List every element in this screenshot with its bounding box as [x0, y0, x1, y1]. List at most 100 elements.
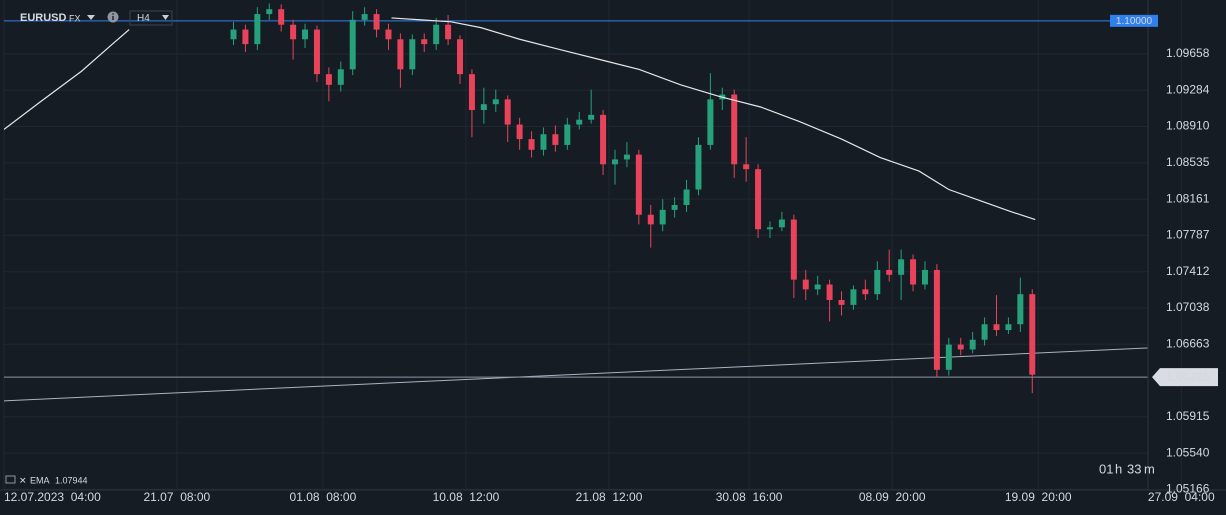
timeframe: H4 [137, 13, 150, 24]
y-tick-label: 1.08910 [1166, 119, 1210, 133]
candle-body [468, 74, 475, 111]
candle-body [457, 39, 464, 75]
candle-body [564, 124, 571, 145]
candle-body [612, 159, 618, 165]
candle-body [743, 164, 750, 170]
countdown-h: h [1115, 461, 1122, 476]
trendline [4, 347, 1148, 402]
y-tick-label: 1.08535 [1166, 155, 1210, 169]
x-tick-label: 08.09 20:00 [859, 490, 926, 504]
candle-body [492, 99, 499, 105]
dropdown-arrow[interactable] [87, 15, 95, 20]
x-tick-label: 01.08 08:00 [290, 490, 357, 504]
candle-body [504, 99, 511, 125]
candle-body [910, 259, 917, 285]
candle-body [993, 324, 1000, 331]
candle-body [266, 9, 273, 15]
candle-body [981, 324, 988, 340]
candle-body [850, 289, 857, 305]
candle-body [349, 19, 356, 70]
candle-body [313, 29, 320, 75]
candle-body [838, 300, 845, 305]
countdown-hours: 01 [1099, 461, 1113, 476]
candle-body [826, 284, 833, 301]
legend-value: 1.07944 [55, 475, 88, 485]
candle-body [886, 269, 893, 275]
timeframe-box[interactable] [129, 10, 173, 26]
y-tick-label: 1.05540 [1166, 445, 1210, 459]
candle-body [1017, 294, 1024, 325]
y-tick-label: 1.09658 [1166, 46, 1210, 60]
market: FX [69, 13, 81, 23]
candle-body [683, 189, 690, 206]
candle-body [969, 339, 976, 350]
candle-body [957, 344, 964, 350]
candle-body [623, 154, 630, 160]
candle-body [540, 134, 547, 150]
candle-body [421, 39, 428, 45]
ema-line [4, 17, 1036, 221]
axes: 1.09658 1.09284 1.08910 1.08535 1.08161 1.077… [4, 14, 1218, 504]
candle-body [588, 114, 595, 120]
x-tick-label: 27.09 04:00 [1148, 490, 1215, 504]
candle-body [874, 269, 881, 295]
candle-body [385, 29, 392, 40]
candle-body [1005, 324, 1012, 331]
candle-body [790, 219, 797, 280]
price-tag-label: 1.06325 [1166, 370, 1210, 384]
symbol[interactable]: EURUSD [20, 12, 67, 24]
candle-body [302, 29, 309, 40]
candle-body [862, 289, 869, 295]
candle-body [600, 114, 607, 165]
candle-body [802, 279, 809, 290]
candle-body [325, 74, 332, 85]
x-tick-label: 10.08 12:00 [433, 490, 500, 504]
price-tag [1152, 368, 1218, 387]
candle-body [755, 169, 762, 230]
x-tick-label: 12.07.2023 04:00 [4, 490, 101, 504]
candle-body [516, 124, 523, 140]
candle-body [766, 227, 773, 230]
candle-body [361, 14, 368, 20]
legend-icon-x[interactable]: ✕ [19, 475, 27, 485]
candle-body [778, 219, 785, 228]
candle-body [433, 24, 440, 45]
x-tick-label: 21.08 12:00 [576, 490, 643, 504]
y-tick-label: 1.07412 [1166, 264, 1210, 278]
price-tag [1110, 14, 1158, 27]
candle-body [445, 24, 452, 40]
candle-body [254, 14, 261, 45]
y-tick-label: 1.07038 [1166, 300, 1210, 314]
legend-icon[interactable] [5, 475, 16, 484]
candle-body [731, 94, 738, 165]
candle-body [278, 9, 285, 25]
grid [3, 0, 1182, 490]
legend-name: EMA [30, 475, 50, 485]
candle-body [814, 284, 821, 290]
candle-body [898, 259, 905, 275]
y-tick-label: 1.05166 [1166, 482, 1210, 496]
x-tick-label: 21.07 08:00 [144, 490, 211, 504]
candle-body [635, 154, 642, 215]
candle-body [576, 119, 583, 125]
candle-body [707, 99, 714, 145]
y-tick-label: 1.05915 [1166, 409, 1210, 423]
candle-body [242, 29, 249, 45]
price-tag-label: 1.10000 [1116, 16, 1153, 27]
x-tick-label: 19.09 20:00 [1005, 490, 1072, 504]
countdown-minutes: 33 [1127, 461, 1141, 476]
info-icon-dot [112, 13, 114, 15]
candle-body [647, 214, 654, 225]
candle-body [230, 29, 237, 40]
candle-body [921, 269, 928, 285]
candle-body [480, 104, 487, 111]
candle-body [397, 39, 404, 70]
candle-body [945, 344, 952, 370]
countdown-m: m [1144, 461, 1155, 476]
y-tick-label: 1.08161 [1166, 191, 1210, 205]
candle-body [695, 144, 702, 190]
y-tick-label: 1.09284 [1166, 82, 1210, 96]
y-tick-label: 1.07787 [1166, 228, 1210, 242]
